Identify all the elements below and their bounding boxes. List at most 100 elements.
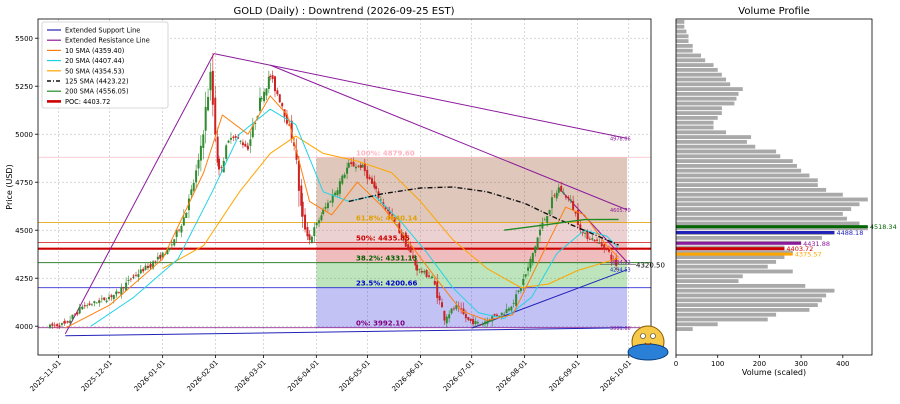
candle-body xyxy=(154,260,157,262)
volume-highlight-bar xyxy=(676,247,785,251)
y-tick-label: 5250 xyxy=(15,83,33,91)
candle-body xyxy=(347,162,350,168)
volume-bar xyxy=(676,96,737,101)
x-tick-label: 2026-09-01 xyxy=(548,359,582,393)
candle-body xyxy=(557,187,560,193)
candle-body xyxy=(498,315,501,317)
volume-bar xyxy=(676,159,793,163)
volume-bar xyxy=(676,34,689,39)
candle-body xyxy=(474,321,477,324)
x-tick-label: 2025-11-01 xyxy=(28,359,62,393)
volume-bar xyxy=(676,312,777,317)
volume-plot-frame xyxy=(675,18,873,356)
candle-body xyxy=(156,256,159,260)
candle-body xyxy=(71,314,74,320)
candle-body xyxy=(603,244,606,250)
candle-body xyxy=(512,303,515,304)
legend-label: Extended Support Line xyxy=(65,27,140,35)
candle-body xyxy=(108,297,111,300)
candle-body xyxy=(229,137,232,140)
volume-bar xyxy=(676,183,818,187)
sma-200-line xyxy=(504,218,619,231)
candle-body xyxy=(297,160,300,191)
volume-bar xyxy=(676,101,735,106)
candle-body xyxy=(120,287,123,295)
candle-body xyxy=(375,186,378,190)
volume-bar xyxy=(676,255,785,259)
candle-body xyxy=(572,200,575,211)
candle-body xyxy=(543,219,546,221)
candle-body xyxy=(110,295,113,298)
candle-body xyxy=(115,291,118,294)
candle-body xyxy=(214,97,217,135)
x-tick-label: 2026-01-01 xyxy=(133,359,167,393)
main-y-axis: 4000 4250 4500 4750 5000 5250 5500 xyxy=(15,35,38,331)
candle-body xyxy=(398,223,401,234)
candle-body xyxy=(420,270,423,273)
candle-body xyxy=(137,274,140,278)
candle-body xyxy=(440,302,443,308)
candle-body xyxy=(387,209,390,212)
candle-body xyxy=(175,229,178,237)
candle-body xyxy=(217,158,220,170)
candle-body xyxy=(78,306,81,314)
candle-body xyxy=(81,306,84,309)
candle-body xyxy=(105,300,108,303)
legend-label: 50 SMA (4354.53) xyxy=(65,67,124,75)
candle-body xyxy=(430,277,433,279)
volume-bar xyxy=(676,82,731,87)
legend-label: Extended Resistance Line xyxy=(65,37,150,45)
fibonacci-labels: 100%: 4879.60 61.8%: 4540.14 50%: 4435.85 3… xyxy=(356,149,418,327)
volume-bar xyxy=(676,298,822,303)
candle-body xyxy=(395,224,398,226)
candle-body xyxy=(159,254,162,259)
candle-body xyxy=(503,314,506,316)
volume-bar xyxy=(676,19,685,24)
candle-body xyxy=(368,176,371,180)
candle-body xyxy=(539,229,542,236)
candle-body xyxy=(341,175,344,184)
candle-body xyxy=(274,76,277,92)
candle-body xyxy=(564,195,567,198)
candle-body xyxy=(241,142,244,146)
x-tick-label: 2026-02-01 xyxy=(186,359,220,393)
volume-bar xyxy=(676,187,827,192)
candle-body xyxy=(122,287,125,289)
trendline-end-label: 4294.53 xyxy=(610,268,631,274)
candle-body xyxy=(479,324,482,326)
volume-x-tick-label: 200 xyxy=(753,360,766,368)
candle-body xyxy=(192,182,195,191)
candle-body xyxy=(269,76,272,78)
volume-profile-title: Volume Profile xyxy=(738,6,809,17)
candle-body xyxy=(283,109,286,117)
candle-body xyxy=(436,281,439,298)
candle-body xyxy=(58,325,61,328)
volume-highlight-label: 4403.72 xyxy=(786,245,813,253)
volume-bar xyxy=(676,115,718,120)
candle-body xyxy=(249,139,252,146)
candle-body xyxy=(127,279,130,281)
candle-body xyxy=(166,248,169,255)
volume-bar xyxy=(676,288,835,293)
volume-x-tick-label: 100 xyxy=(711,360,724,368)
candle-body xyxy=(384,206,387,210)
volume-bar xyxy=(676,77,727,82)
candle-body xyxy=(366,169,369,179)
volume-bar xyxy=(676,279,739,283)
candle-body xyxy=(301,201,304,217)
volume-bar xyxy=(676,317,768,322)
candle-body xyxy=(258,97,261,111)
candle-body xyxy=(329,201,332,203)
candle-body xyxy=(495,314,498,316)
candle-body xyxy=(357,165,360,167)
candle-body xyxy=(132,275,135,277)
volume-bar xyxy=(676,259,777,264)
candle-body xyxy=(267,76,270,89)
volume-bar xyxy=(676,67,718,72)
candle-body xyxy=(93,301,96,304)
candle-body xyxy=(343,174,346,178)
sma-125-line xyxy=(348,186,619,246)
candle-body xyxy=(574,211,577,214)
